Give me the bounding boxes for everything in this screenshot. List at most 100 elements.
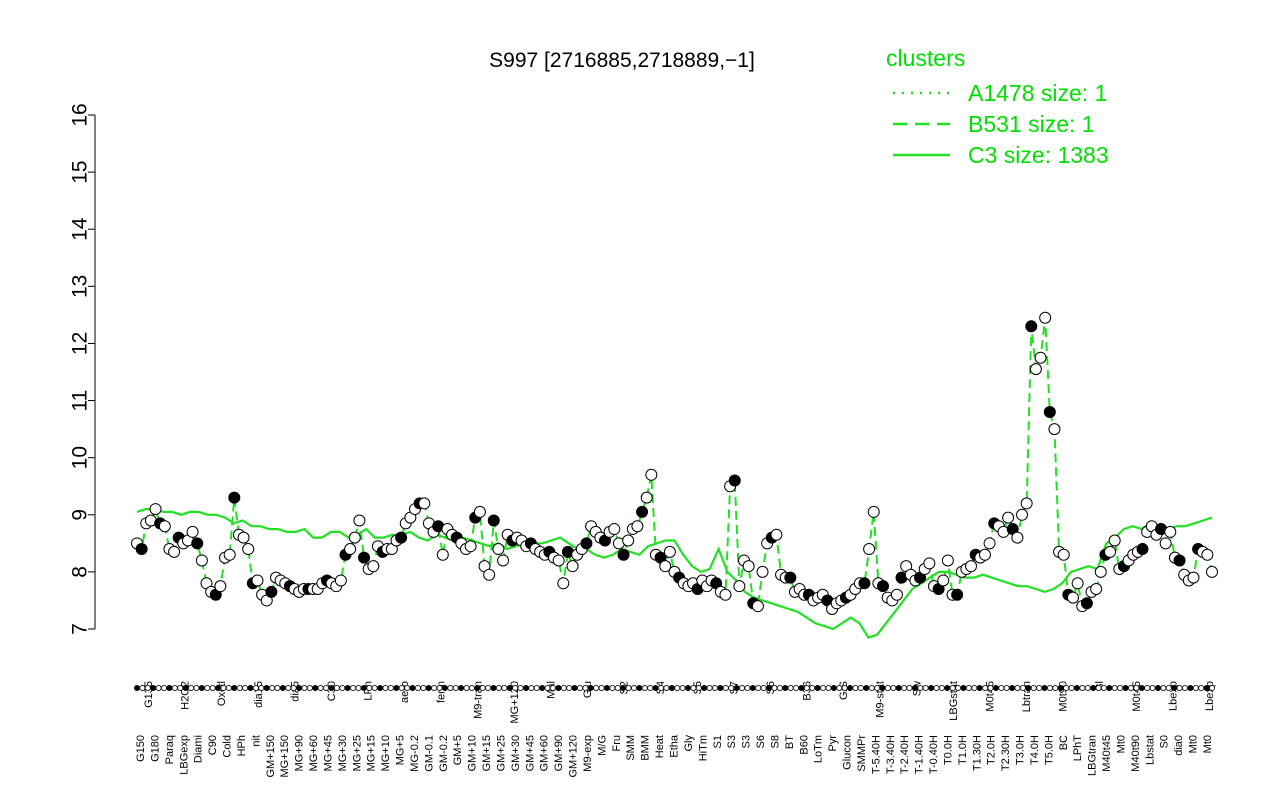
y-tick-label: 9 bbox=[69, 509, 92, 521]
x-tick-label: MG+90 bbox=[294, 735, 306, 771]
sample-marker bbox=[1144, 685, 1151, 692]
data-point bbox=[965, 560, 978, 573]
sample-marker bbox=[663, 685, 670, 692]
sample-marker bbox=[182, 685, 189, 692]
sample-marker bbox=[744, 685, 751, 692]
x-tick-label: MG+5 bbox=[395, 735, 407, 765]
data-point bbox=[358, 551, 371, 564]
x-tick-label: LBGstat bbox=[948, 681, 960, 721]
sample-marker bbox=[231, 685, 238, 692]
x-tick-label: T1.0H bbox=[957, 735, 969, 765]
x-tick-label: T-1.40H bbox=[914, 735, 926, 774]
sample-marker bbox=[501, 685, 508, 692]
sample-marker bbox=[533, 685, 540, 692]
x-tick-label: T3.0H bbox=[1015, 735, 1027, 765]
sample-marker bbox=[279, 685, 286, 692]
legend-entry-label: C3 size: 1383 bbox=[968, 142, 1109, 168]
x-tick-label: MG+10 bbox=[380, 735, 392, 771]
data-point bbox=[265, 585, 278, 598]
sample-marker bbox=[377, 685, 384, 692]
sample-marker bbox=[296, 685, 303, 692]
data-point bbox=[1094, 565, 1107, 578]
data-point bbox=[890, 588, 903, 601]
x-tick-label: T2.30H bbox=[1000, 735, 1012, 771]
sample-marker bbox=[760, 685, 767, 692]
sample-marker bbox=[436, 685, 443, 692]
x-tick-label: MG+30 bbox=[337, 735, 349, 771]
sample-marker bbox=[987, 685, 994, 692]
sample-marker bbox=[1160, 685, 1167, 692]
x-tick-label: MG+45 bbox=[322, 735, 334, 771]
sample-marker bbox=[960, 685, 967, 692]
sample-marker bbox=[344, 685, 351, 692]
sample-marker bbox=[793, 685, 800, 692]
x-tick-label: GM-0.1 bbox=[423, 735, 435, 772]
legend-title: clusters bbox=[886, 45, 965, 71]
sample-marker bbox=[490, 685, 497, 692]
sample-marker bbox=[468, 685, 475, 692]
sample-marker bbox=[625, 685, 632, 692]
data-point bbox=[344, 543, 357, 556]
sample-marker bbox=[350, 685, 357, 692]
sample-marker bbox=[836, 685, 843, 692]
sample-marker bbox=[1079, 685, 1086, 692]
sample-marker bbox=[560, 685, 567, 692]
sample-marker bbox=[512, 685, 519, 692]
sample-marker bbox=[847, 685, 854, 692]
sample-marker bbox=[776, 685, 783, 692]
x-tick-label: T0.0H bbox=[942, 735, 954, 765]
x-tick-label: MG-0.2 bbox=[409, 735, 421, 772]
x-tick-label: Cold bbox=[222, 735, 234, 758]
data-point bbox=[566, 560, 579, 573]
sample-marker bbox=[766, 685, 773, 692]
data-point bbox=[1011, 531, 1024, 544]
data-point bbox=[223, 548, 236, 561]
sample-marker bbox=[1073, 685, 1080, 692]
sample-marker bbox=[1165, 685, 1172, 692]
x-tick-label: LoTm bbox=[813, 735, 825, 763]
sample-marker bbox=[852, 685, 859, 692]
sample-marker bbox=[857, 685, 864, 692]
data-point bbox=[1043, 405, 1056, 418]
x-tick-label: S6 bbox=[755, 735, 767, 748]
x-tick-label: Paraq bbox=[164, 735, 176, 764]
x-tick-label: Oxctl bbox=[216, 681, 228, 706]
sample-marker bbox=[441, 685, 448, 692]
x-tick-label: aero bbox=[399, 681, 411, 703]
x-tick-label: S0 bbox=[1159, 735, 1171, 748]
x-tick-label: dia0 bbox=[1173, 735, 1185, 756]
sample-marker bbox=[1068, 685, 1075, 692]
data-point bbox=[1164, 525, 1177, 538]
sample-marker bbox=[695, 685, 702, 692]
sample-marker bbox=[209, 685, 216, 692]
sample-marker bbox=[679, 685, 686, 692]
sample-marker bbox=[630, 685, 637, 692]
sample-marker bbox=[1117, 685, 1124, 692]
sample-marker bbox=[1036, 685, 1043, 692]
sample-marker bbox=[425, 685, 432, 692]
sample-marker bbox=[1122, 685, 1129, 692]
x-tick-label: M9-exp bbox=[582, 735, 594, 772]
x-tick-label: Mt0 bbox=[1188, 735, 1200, 753]
sample-marker bbox=[431, 685, 438, 692]
data-point bbox=[353, 514, 366, 527]
data-point bbox=[1159, 537, 1172, 550]
x-tick-label: B60 bbox=[798, 735, 810, 755]
sample-marker bbox=[360, 685, 367, 692]
sample-marker bbox=[884, 685, 891, 692]
data-point bbox=[608, 523, 621, 536]
sample-marker bbox=[755, 685, 762, 692]
sample-marker bbox=[555, 685, 562, 692]
sample-marker bbox=[657, 685, 664, 692]
data-point bbox=[636, 505, 649, 518]
sample-marker bbox=[814, 685, 821, 692]
data-point bbox=[191, 537, 204, 550]
sample-marker bbox=[1111, 685, 1118, 692]
x-tick-label: GM+60 bbox=[539, 735, 551, 771]
x-tick-label: Heat bbox=[654, 735, 666, 758]
sample-marker bbox=[890, 685, 897, 692]
sample-marker bbox=[647, 685, 654, 692]
x-tick-label: MG+120 bbox=[509, 681, 521, 724]
sample-marker bbox=[598, 685, 605, 692]
series-line-c3 bbox=[136, 508, 1213, 639]
